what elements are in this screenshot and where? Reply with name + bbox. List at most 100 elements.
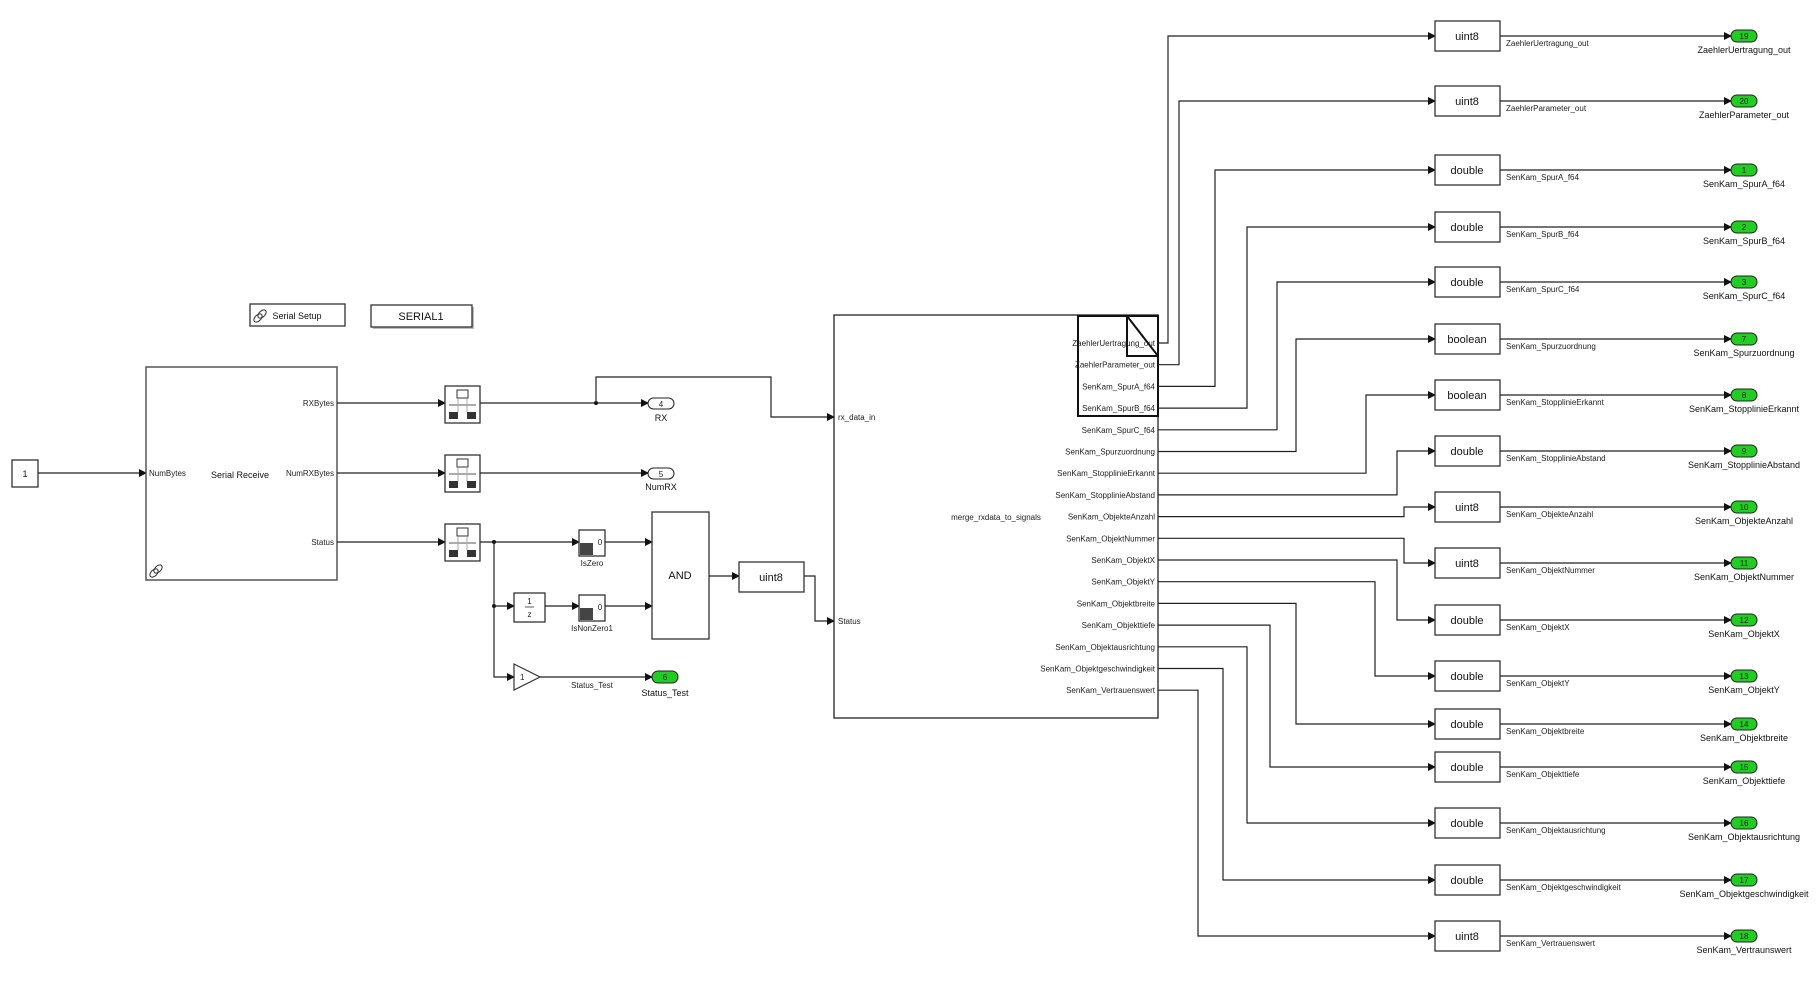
signal-line[interactable]	[595, 376, 835, 421]
signal-line[interactable]	[1158, 646, 1436, 827]
unit-delay-block[interactable]: 1 z	[513, 592, 546, 623]
signal-label: SenKam_Vertrauenswert	[1506, 939, 1596, 948]
port-rx-data-in: rx_data_in	[838, 413, 875, 422]
outport[interactable]: 9 SenKam_StopplinieAbstand	[1688, 444, 1800, 470]
signal-line[interactable]	[1158, 559, 1436, 624]
outport[interactable]: 10 SenKam_ObjekteAnzahl	[1695, 500, 1793, 526]
signal-line[interactable]	[1158, 503, 1436, 518]
outport[interactable]: 20 ZaehlerParameter_out	[1699, 94, 1790, 120]
subsystem-output-port: SenKam_Objektbreite	[1077, 599, 1156, 608]
data-type-conversion-block[interactable]: double	[1434, 807, 1501, 839]
notepad-icon	[1077, 315, 1159, 417]
outport[interactable]: 2 SenKam_SpurB_f64	[1703, 220, 1785, 246]
data-type-conversion-block[interactable]: boolean	[1434, 323, 1501, 355]
data-type-conversion-block[interactable]: uint8	[1434, 491, 1501, 523]
signal-label: SenKam_ObjektX	[1506, 623, 1570, 632]
data-type-conversion-block[interactable]: double	[1434, 660, 1501, 692]
outport-name: SenKam_ObjekteAnzahl	[1695, 516, 1793, 526]
signal-label: SenKam_Objektausrichtung	[1506, 826, 1606, 835]
and-block[interactable]: AND	[651, 511, 710, 640]
outport[interactable]: 18 SenKam_Vertraunswert	[1696, 929, 1792, 955]
data-type-conversion-block[interactable]: double	[1434, 864, 1501, 896]
signal-label: SenKam_Objektbreite	[1506, 727, 1585, 736]
output-row: SenKam_ObjektgeschwindigkeitdoubleSenKam…	[1040, 665, 1809, 900]
output-row: SenKam_ObjektbreitedoubleSenKam_Objektbr…	[1077, 599, 1788, 743]
signal-line[interactable]	[1158, 624, 1436, 771]
conversion-type: double	[1450, 277, 1483, 289]
signal-line[interactable]	[1158, 97, 1436, 366]
outport-name: SenKam_StopplinieAbstand	[1688, 460, 1800, 470]
compare-block-iszero[interactable]: 0 IsZero	[578, 529, 606, 568]
outport-number: 4	[659, 400, 664, 409]
outport-name: NumRX	[645, 482, 677, 492]
gain-block[interactable]: 1	[513, 663, 542, 691]
serial-receive-block[interactable]: NumBytes Serial Receive RXBytes NumRXByt…	[145, 366, 338, 581]
subsystem-name: merge_rxdata_to_signals	[951, 513, 1041, 522]
compare-name: IsNonZero1	[571, 624, 613, 633]
signal-line[interactable]	[1158, 32, 1436, 344]
signal-line[interactable]	[1158, 166, 1436, 387]
signal-line[interactable]	[1158, 335, 1436, 453]
outport[interactable]: 1 SenKam_SpurA_f64	[1703, 163, 1785, 189]
data-type-conversion-block[interactable]: double	[1434, 604, 1501, 636]
signal-line[interactable]	[493, 542, 515, 681]
outport-number: 11	[1740, 559, 1749, 568]
outport[interactable]: 16 SenKam_Objektausrichtung	[1688, 816, 1800, 842]
data-type-conversion-block[interactable]: double	[1434, 751, 1501, 783]
outport-number: 19	[1740, 32, 1749, 41]
data-type-conversion-block[interactable]: double	[1434, 266, 1501, 298]
conversion-type: uint8	[1455, 502, 1479, 514]
outport[interactable]: 17 SenKam_Objektgeschwindigkeit	[1679, 873, 1809, 899]
subsystem-block[interactable]: rx_data_in Status merge_rxdata_to_signal…	[833, 314, 1159, 719]
outport-name: Status_Test	[641, 688, 689, 698]
outport-status-test[interactable]: 6 Status_Test	[641, 670, 689, 698]
signal-line[interactable]	[1158, 581, 1436, 680]
output-row: SenKam_ObjektXdoubleSenKam_ObjektX12SenK…	[1091, 556, 1779, 639]
status-convert-block[interactable]: uint8	[738, 561, 805, 593]
data-type-conversion-block[interactable]: double	[1434, 708, 1501, 740]
signal-line[interactable]	[1158, 447, 1436, 496]
outport-name: SenKam_Spurzuordnung	[1693, 348, 1794, 358]
compare-block-isnonzero1[interactable]: 0 IsNonZero1	[571, 594, 613, 633]
buffer-block[interactable]	[444, 385, 481, 424]
buffer-block[interactable]	[444, 523, 481, 562]
serial-config-block[interactable]: SERIAL1	[370, 304, 474, 329]
signal-line[interactable]	[1158, 689, 1436, 940]
outport[interactable]: 8 SenKam_StopplinieErkannt	[1689, 388, 1800, 414]
outport[interactable]: 7 SenKam_Spurzuordnung	[1693, 332, 1795, 358]
signal-line[interactable]	[1158, 278, 1436, 431]
conversion-type: boolean	[1447, 334, 1486, 346]
outport[interactable]: 15 SenKam_Objekttiefe	[1703, 760, 1786, 786]
data-type-conversion-block[interactable]: double	[1434, 435, 1501, 467]
signal-line[interactable]	[1158, 223, 1436, 409]
signal-line[interactable]	[1158, 602, 1436, 728]
data-type-conversion-block[interactable]: uint8	[1434, 85, 1501, 117]
outport-number: 6	[663, 673, 668, 682]
buffer-block[interactable]	[444, 454, 481, 493]
outport[interactable]: 3 SenKam_SpurC_f64	[1703, 275, 1786, 301]
data-type-conversion-block[interactable]: boolean	[1434, 379, 1501, 411]
outport[interactable]: 13 SenKam_ObjektY	[1708, 669, 1780, 695]
subsystem-output-port: SenKam_Objekttiefe	[1082, 621, 1156, 630]
outport[interactable]: 12 SenKam_ObjektX	[1708, 613, 1780, 639]
data-type-conversion-block[interactable]: uint8	[1434, 920, 1501, 952]
data-type-conversion-block[interactable]: double	[1434, 154, 1501, 186]
signal-line[interactable]	[804, 575, 835, 625]
data-type-conversion-block[interactable]: uint8	[1434, 547, 1501, 579]
outport-rx[interactable]: 4 RX	[647, 397, 675, 423]
outport-numrx[interactable]: 5 NumRX	[645, 467, 677, 492]
conversion-type: double	[1450, 818, 1483, 830]
outport[interactable]: 11 SenKam_ObjektNummer	[1694, 556, 1794, 582]
constant-block[interactable]: 1	[11, 459, 39, 488]
output-row: SenKam_Vertrauenswert uint8 SenKam_Vertrau…	[1066, 686, 1792, 955]
constant-value: 1	[22, 469, 27, 479]
signal-line[interactable]	[1158, 537, 1436, 567]
outport[interactable]: 14 SenKam_Objektbreite	[1700, 717, 1788, 743]
serial-setup-block[interactable]: Serial Setup	[249, 303, 346, 327]
outport[interactable]: 19 ZaehlerUertragung_out	[1697, 29, 1791, 55]
data-type-conversion-block[interactable]: double	[1434, 211, 1501, 243]
signal-line[interactable]	[1158, 391, 1436, 474]
signal-line[interactable]	[1158, 667, 1436, 884]
data-type-conversion-block[interactable]: uint8	[1434, 20, 1501, 52]
